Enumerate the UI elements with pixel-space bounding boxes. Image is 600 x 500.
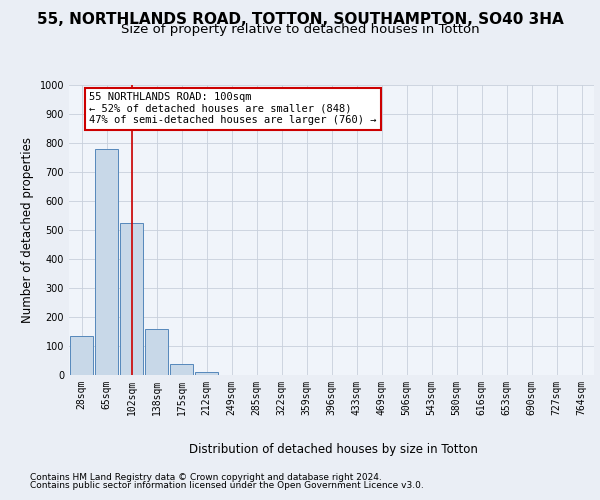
Bar bbox=[120, 223, 143, 375]
Bar bbox=[70, 336, 93, 375]
Text: Contains HM Land Registry data © Crown copyright and database right 2024.: Contains HM Land Registry data © Crown c… bbox=[30, 472, 382, 482]
Text: 55, NORTHLANDS ROAD, TOTTON, SOUTHAMPTON, SO40 3HA: 55, NORTHLANDS ROAD, TOTTON, SOUTHAMPTON… bbox=[37, 12, 563, 28]
Bar bbox=[95, 150, 118, 375]
Text: 55 NORTHLANDS ROAD: 100sqm
← 52% of detached houses are smaller (848)
47% of sem: 55 NORTHLANDS ROAD: 100sqm ← 52% of deta… bbox=[89, 92, 377, 126]
Y-axis label: Number of detached properties: Number of detached properties bbox=[21, 137, 34, 323]
Text: Distribution of detached houses by size in Totton: Distribution of detached houses by size … bbox=[188, 442, 478, 456]
Text: Size of property relative to detached houses in Totton: Size of property relative to detached ho… bbox=[121, 22, 479, 36]
Bar bbox=[195, 372, 218, 375]
Bar bbox=[145, 329, 168, 375]
Text: Contains public sector information licensed under the Open Government Licence v3: Contains public sector information licen… bbox=[30, 481, 424, 490]
Bar bbox=[170, 364, 193, 375]
